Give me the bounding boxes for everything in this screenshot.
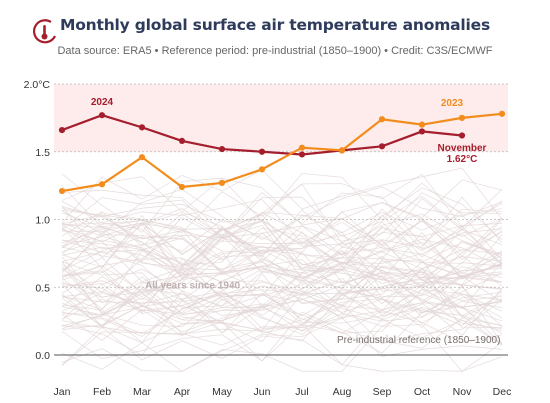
year-line xyxy=(61,222,503,276)
point-2023-dec xyxy=(498,110,506,117)
year-line xyxy=(61,257,503,301)
year-line xyxy=(61,206,503,264)
year-line xyxy=(61,237,503,289)
point-2024-sep xyxy=(378,143,386,150)
x-tick-label-sep: Sep xyxy=(373,386,392,398)
year-line xyxy=(61,173,503,234)
year-line xyxy=(61,186,503,240)
point-2023-may xyxy=(218,179,226,187)
year-line xyxy=(61,210,503,265)
point-2023-nov xyxy=(458,114,466,121)
y-tick-label: 0.0 xyxy=(35,350,50,362)
x-tick-label-jul: Jul xyxy=(295,386,308,398)
x-tick-label-oct: Oct xyxy=(414,386,430,398)
year-line xyxy=(61,173,503,222)
point-2024-nov xyxy=(458,132,466,139)
point-2024-may xyxy=(218,145,226,153)
year-line xyxy=(61,246,503,288)
point-2023-feb xyxy=(98,181,106,188)
x-tick-label-apr: Apr xyxy=(174,386,191,398)
all-years-lines xyxy=(61,167,503,372)
year-line xyxy=(61,284,503,344)
year-line xyxy=(61,196,503,249)
point-2023-jul xyxy=(298,144,306,151)
year-line xyxy=(61,288,503,337)
year-line xyxy=(61,293,503,343)
x-tick-label-feb: Feb xyxy=(93,386,111,398)
chart-subtitle: Data source: ERA5 • Reference period: pr… xyxy=(57,45,493,57)
year-line xyxy=(61,265,503,317)
year-line xyxy=(61,250,503,304)
point-2023-sep xyxy=(378,116,386,123)
point-2024-jun xyxy=(258,148,266,155)
point-2024-jul xyxy=(298,151,306,158)
year-line xyxy=(61,317,503,372)
y-tick-label: 1.0 xyxy=(35,215,50,227)
series-line-2023 xyxy=(61,112,503,193)
band-1-5-to-2-0 xyxy=(54,84,508,152)
point-2023-oct xyxy=(418,121,426,128)
chart-title: Monthly global surface air temperature a… xyxy=(59,16,490,34)
x-tick-label-jan: Jan xyxy=(54,386,71,398)
year-line xyxy=(61,259,503,318)
point-2023-jun xyxy=(258,166,266,173)
year-line xyxy=(62,221,503,272)
preindustrial-label: Pre-industrial reference (1850–1900) xyxy=(337,335,500,346)
y-tick-label: 1.5 xyxy=(35,147,50,159)
year-line xyxy=(61,259,503,314)
x-tick-label-may: May xyxy=(212,386,233,398)
label-2024: 2024 xyxy=(91,97,114,108)
year-line xyxy=(61,251,503,300)
point-2024-jan xyxy=(58,126,66,134)
x-tick-label-nov: Nov xyxy=(453,386,472,398)
year-line xyxy=(61,173,503,233)
year-line xyxy=(61,185,503,242)
november-label: November xyxy=(438,143,487,154)
point-2023-apr xyxy=(178,183,186,191)
year-line xyxy=(61,267,503,312)
label-2023: 2023 xyxy=(441,98,464,109)
year-line xyxy=(61,318,503,366)
all-years-label: All years since 1940 xyxy=(145,281,241,292)
x-tick-label-dec: Dec xyxy=(493,386,512,398)
point-2023-mar xyxy=(138,154,146,161)
year-line xyxy=(61,298,503,345)
year-line xyxy=(61,290,503,344)
point-2024-mar xyxy=(138,124,146,131)
year-line xyxy=(61,197,503,246)
year-line xyxy=(61,227,503,287)
year-line xyxy=(61,167,503,224)
y-tick-label: 0.5 xyxy=(35,282,50,294)
point-2024-oct xyxy=(418,128,426,135)
year-line xyxy=(61,289,503,343)
year-line xyxy=(61,272,503,325)
year-line xyxy=(61,202,503,261)
point-2024-apr xyxy=(178,137,186,145)
point-2023-aug xyxy=(338,147,346,154)
series-2023 xyxy=(58,110,506,195)
year-line xyxy=(61,288,503,346)
year-line xyxy=(61,211,503,263)
year-line xyxy=(61,324,503,372)
november-value: 1.62°C xyxy=(447,154,478,165)
y-tick-label: 2.0°C xyxy=(24,79,51,91)
year-line xyxy=(61,183,503,245)
x-tick-label-aug: Aug xyxy=(333,386,352,398)
year-line xyxy=(61,268,503,321)
c3s-logo-icon xyxy=(32,19,56,44)
year-line xyxy=(61,211,503,271)
x-tick-label-jun: Jun xyxy=(254,386,271,398)
year-line xyxy=(61,259,503,319)
point-2024-feb xyxy=(98,112,106,119)
point-2023-jan xyxy=(58,187,66,195)
x-tick-label-mar: Mar xyxy=(133,386,152,398)
year-line xyxy=(61,269,503,308)
